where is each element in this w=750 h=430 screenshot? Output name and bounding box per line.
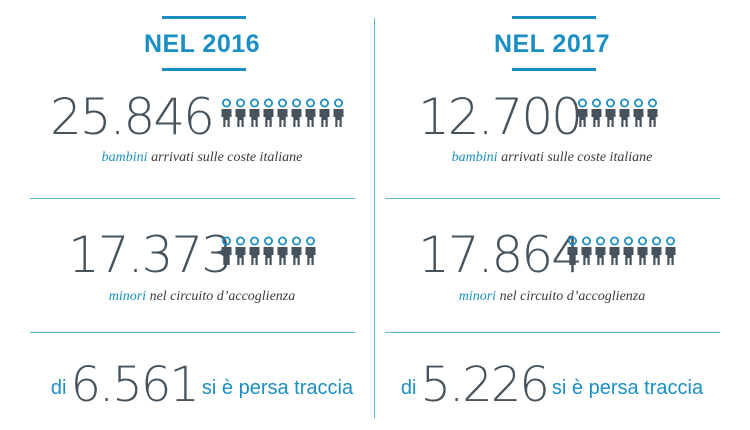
- child-icon: [567, 236, 578, 265]
- child-icon: [591, 98, 602, 127]
- arrivals-number: 25.846: [50, 88, 215, 146]
- child-icon: [305, 236, 316, 265]
- child-icon: [249, 236, 260, 265]
- column-2017: NEL 2017 12.700 bambini arrivati sulle c…: [380, 0, 720, 430]
- child-icon: [277, 236, 288, 265]
- arrivals-caption-accent: bambini: [101, 150, 148, 165]
- child-icon: [609, 236, 620, 265]
- child-icon: [221, 98, 232, 127]
- row-divider-right-1: [385, 198, 720, 199]
- child-icon: [623, 236, 634, 265]
- row-divider-left-1: [30, 198, 355, 199]
- child-icon: [263, 236, 274, 265]
- child-icon: [581, 236, 592, 265]
- children-icons: [576, 98, 659, 128]
- lost-suffix: si è persa traccia: [201, 377, 354, 399]
- minors-icons: [566, 236, 677, 266]
- child-icon: [651, 236, 662, 265]
- year-heading: NEL 2016: [143, 30, 261, 58]
- year-heading: NEL 2017: [493, 30, 611, 58]
- minors-caption-accent: minori: [458, 289, 497, 304]
- child-icon: [647, 98, 658, 127]
- child-icon: [305, 98, 316, 127]
- row-divider-left-2: [30, 332, 355, 333]
- year-rule-top: [512, 16, 596, 19]
- children-icons: [220, 98, 345, 128]
- arrivals-caption: bambini arrivati sulle coste italiane: [30, 150, 374, 166]
- year-rule-top: [162, 16, 246, 19]
- year-rule-bottom: [162, 68, 246, 71]
- lost-track-line: di 5.226 si è persa traccia: [380, 360, 724, 410]
- child-icon: [249, 98, 260, 127]
- child-icon: [221, 236, 232, 265]
- child-icon: [291, 98, 302, 127]
- arrivals-number: 12.700: [418, 88, 583, 146]
- child-icon: [291, 236, 302, 265]
- arrivals-caption-accent: bambini: [451, 150, 498, 165]
- year-rule-bottom: [512, 68, 596, 71]
- minors-caption-text: nel circuito d’accoglienza: [496, 289, 646, 304]
- lost-prefix: di: [400, 377, 417, 399]
- column-2016: NEL 2016 25.846 bambini arrivati sulle c…: [30, 0, 370, 430]
- child-icon: [637, 236, 648, 265]
- child-icon: [577, 98, 588, 127]
- minors-number: 17.864: [418, 226, 583, 284]
- child-icon: [333, 98, 344, 127]
- minors-caption: minori nel circuito d’accoglienza: [30, 289, 374, 305]
- minors-number: 17.373: [68, 226, 233, 284]
- child-icon: [319, 98, 330, 127]
- minors-icons: [220, 236, 317, 266]
- arrivals-caption: bambini arrivati sulle coste italiane: [380, 150, 724, 166]
- child-icon: [665, 236, 676, 265]
- child-icon: [235, 98, 246, 127]
- child-icon: [595, 236, 606, 265]
- child-icon: [235, 236, 246, 265]
- minors-caption-accent: minori: [108, 289, 147, 304]
- child-icon: [263, 98, 274, 127]
- arrivals-caption-text: arrivati sulle coste italiane: [147, 150, 303, 165]
- lost-prefix: di: [50, 377, 67, 399]
- lost-suffix: si è persa traccia: [551, 377, 704, 399]
- lost-number: 6.561: [70, 357, 199, 413]
- arrivals-caption-text: arrivati sulle coste italiane: [497, 150, 653, 165]
- column-divider: [374, 18, 375, 418]
- lost-number: 5.226: [420, 357, 549, 413]
- row-divider-right-2: [385, 332, 720, 333]
- child-icon: [277, 98, 288, 127]
- minors-caption-text: nel circuito d’accoglienza: [146, 289, 296, 304]
- minors-caption: minori nel circuito d’accoglienza: [380, 289, 724, 305]
- lost-track-line: di 6.561 si è persa traccia: [30, 360, 374, 410]
- child-icon: [619, 98, 630, 127]
- child-icon: [605, 98, 616, 127]
- child-icon: [633, 98, 644, 127]
